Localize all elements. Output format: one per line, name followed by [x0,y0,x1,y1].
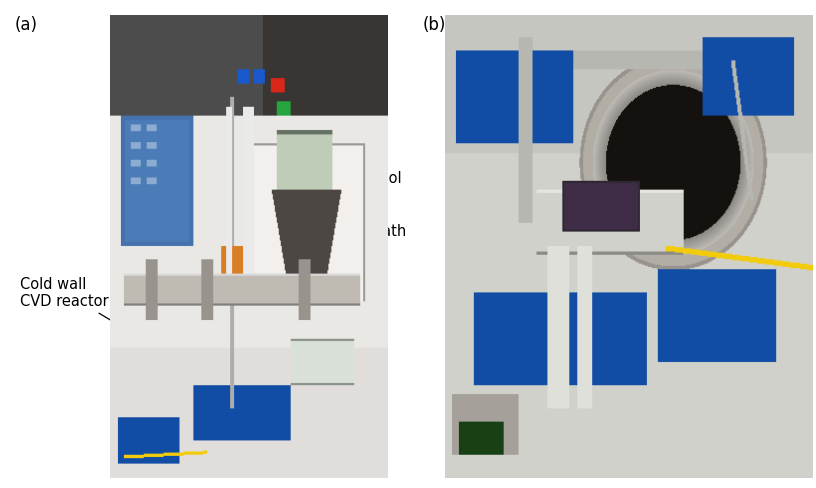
Text: (b): (b) [423,16,446,34]
Text: Cold wall
CVD reactor: Cold wall CVD reactor [20,277,172,357]
Text: Gas flow controller: Gas flow controller [172,20,309,63]
Text: (a): (a) [15,16,38,34]
Text: Ice bath: Ice bath [314,224,406,255]
Text: Ethanol: Ethanol [322,171,402,197]
Text: Heating
Plate: Heating Plate [661,269,765,305]
Text: Si/SiO₂
substrate: Si/SiO₂ substrate [455,240,544,275]
